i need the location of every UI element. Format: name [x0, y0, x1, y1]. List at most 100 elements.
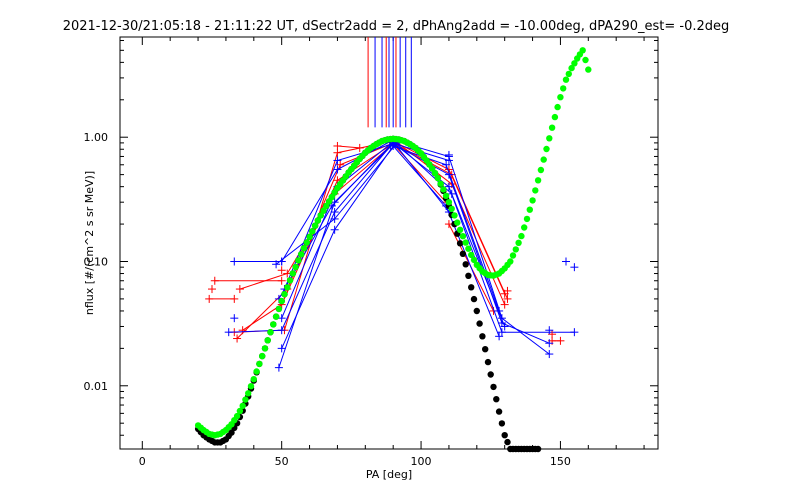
black-fit-point — [462, 261, 469, 268]
green-fit-point — [571, 60, 578, 67]
green-fit-point — [468, 251, 475, 259]
green-fit-point — [509, 252, 517, 259]
y-tick-label: 0.01 — [84, 380, 109, 393]
green-fit-point — [311, 222, 319, 229]
black-fit-point — [495, 408, 503, 415]
green-fit-point — [314, 217, 322, 224]
green-fit-point — [507, 258, 514, 265]
green-fit-point — [245, 390, 252, 397]
black-fit-point — [493, 396, 500, 403]
green-fit-point — [465, 245, 472, 252]
green-fit-point — [515, 239, 522, 246]
blue-scan-line — [281, 140, 450, 319]
green-fit-point — [537, 166, 545, 174]
data-points — [207, 150, 579, 339]
green-fit-point — [568, 64, 575, 72]
black-fit-point — [468, 284, 475, 291]
green-fit-point — [264, 337, 271, 344]
green-fit-point — [456, 226, 464, 233]
green-fit-point — [250, 376, 257, 383]
black-fit-point — [484, 358, 492, 366]
black-fit-curve — [194, 135, 542, 453]
green-fit-point — [259, 352, 266, 360]
black-fit-point — [479, 333, 486, 340]
green-fit-point — [526, 206, 533, 213]
black-fit-point — [498, 420, 506, 427]
green-fit-point — [512, 246, 519, 253]
green-fit-point — [565, 70, 572, 78]
green-fit-point — [557, 94, 564, 101]
green-fit-point — [454, 219, 461, 226]
green-fit-point — [431, 170, 439, 177]
green-fit-point — [442, 192, 450, 199]
x-tick-label: 100 — [411, 455, 432, 468]
green-fit-point — [295, 257, 302, 264]
green-fit-point — [582, 56, 589, 64]
green-fit-point — [275, 305, 283, 313]
green-fit-point — [261, 345, 269, 352]
black-fit-point — [456, 240, 464, 247]
pitch-angle-markers — [367, 37, 412, 128]
black-fit-point — [482, 346, 489, 353]
green-fit-point — [459, 233, 467, 240]
green-fit-point — [309, 228, 316, 235]
green-fit-point — [267, 329, 274, 336]
x-tick-label: 0 — [139, 455, 146, 468]
green-fit-point — [233, 412, 241, 420]
green-fit-point — [470, 256, 478, 264]
green-fit-point — [284, 284, 291, 291]
green-fit-point — [286, 277, 294, 284]
green-fit-point — [317, 212, 324, 219]
chart-title: 2021-12-30/21:05:18 - 21:11:22 UT, dSect… — [63, 19, 730, 34]
green-fit-point — [437, 180, 444, 187]
green-fit-point — [518, 232, 525, 240]
scan-series — [205, 135, 579, 372]
y-tick-label: 1.00 — [84, 131, 109, 144]
blue-scan-line — [281, 139, 550, 355]
green-fit-point — [560, 85, 567, 92]
blue-scan-line — [278, 143, 550, 368]
black-fit-point — [501, 432, 508, 439]
y-tick-label: 0.10 — [84, 255, 109, 268]
green-fit-point — [278, 297, 285, 305]
black-fit-point — [465, 272, 472, 279]
x-axis-label: PA [deg] — [366, 468, 412, 481]
green-fit-point — [242, 396, 249, 403]
green-fit-point — [546, 135, 553, 142]
green-fit-point — [451, 212, 458, 219]
green-fit-point — [585, 66, 592, 73]
green-fit-point — [562, 76, 570, 83]
green-fit-point — [272, 313, 280, 320]
green-fit-point — [540, 156, 547, 163]
green-fit-point — [239, 402, 246, 409]
red-scan-line — [239, 143, 447, 290]
black-fit-point — [228, 429, 235, 436]
green-fit-point — [462, 239, 469, 246]
black-fit-point — [459, 250, 467, 257]
green-fit-point — [256, 360, 263, 368]
black-fit-point — [504, 438, 511, 446]
green-fit-point — [300, 245, 308, 252]
green-fit-point — [579, 47, 586, 54]
green-fit-point — [440, 186, 447, 193]
green-fit-point — [534, 177, 542, 184]
black-fit-point — [487, 371, 494, 378]
green-fit-point — [253, 368, 260, 375]
green-fit-point — [429, 165, 436, 172]
x-tick-label: 50 — [275, 455, 289, 468]
green-fit-point — [270, 321, 277, 328]
black-fit-point — [473, 307, 480, 315]
green-fit-point — [434, 174, 441, 182]
green-fit-point — [247, 383, 255, 390]
green-fit-point — [529, 197, 536, 204]
green-fit-point — [551, 113, 559, 121]
green-fit-point — [303, 239, 310, 246]
green-fit-point — [289, 270, 296, 277]
green-fit-point — [523, 215, 531, 223]
green-fit-point — [236, 407, 244, 415]
green-fit-point — [320, 207, 327, 214]
y-axis-label: nflux [#/(cm^2 s sr MeV)] — [83, 171, 96, 315]
green-fit-point — [532, 187, 539, 194]
green-fit-point — [448, 205, 455, 212]
